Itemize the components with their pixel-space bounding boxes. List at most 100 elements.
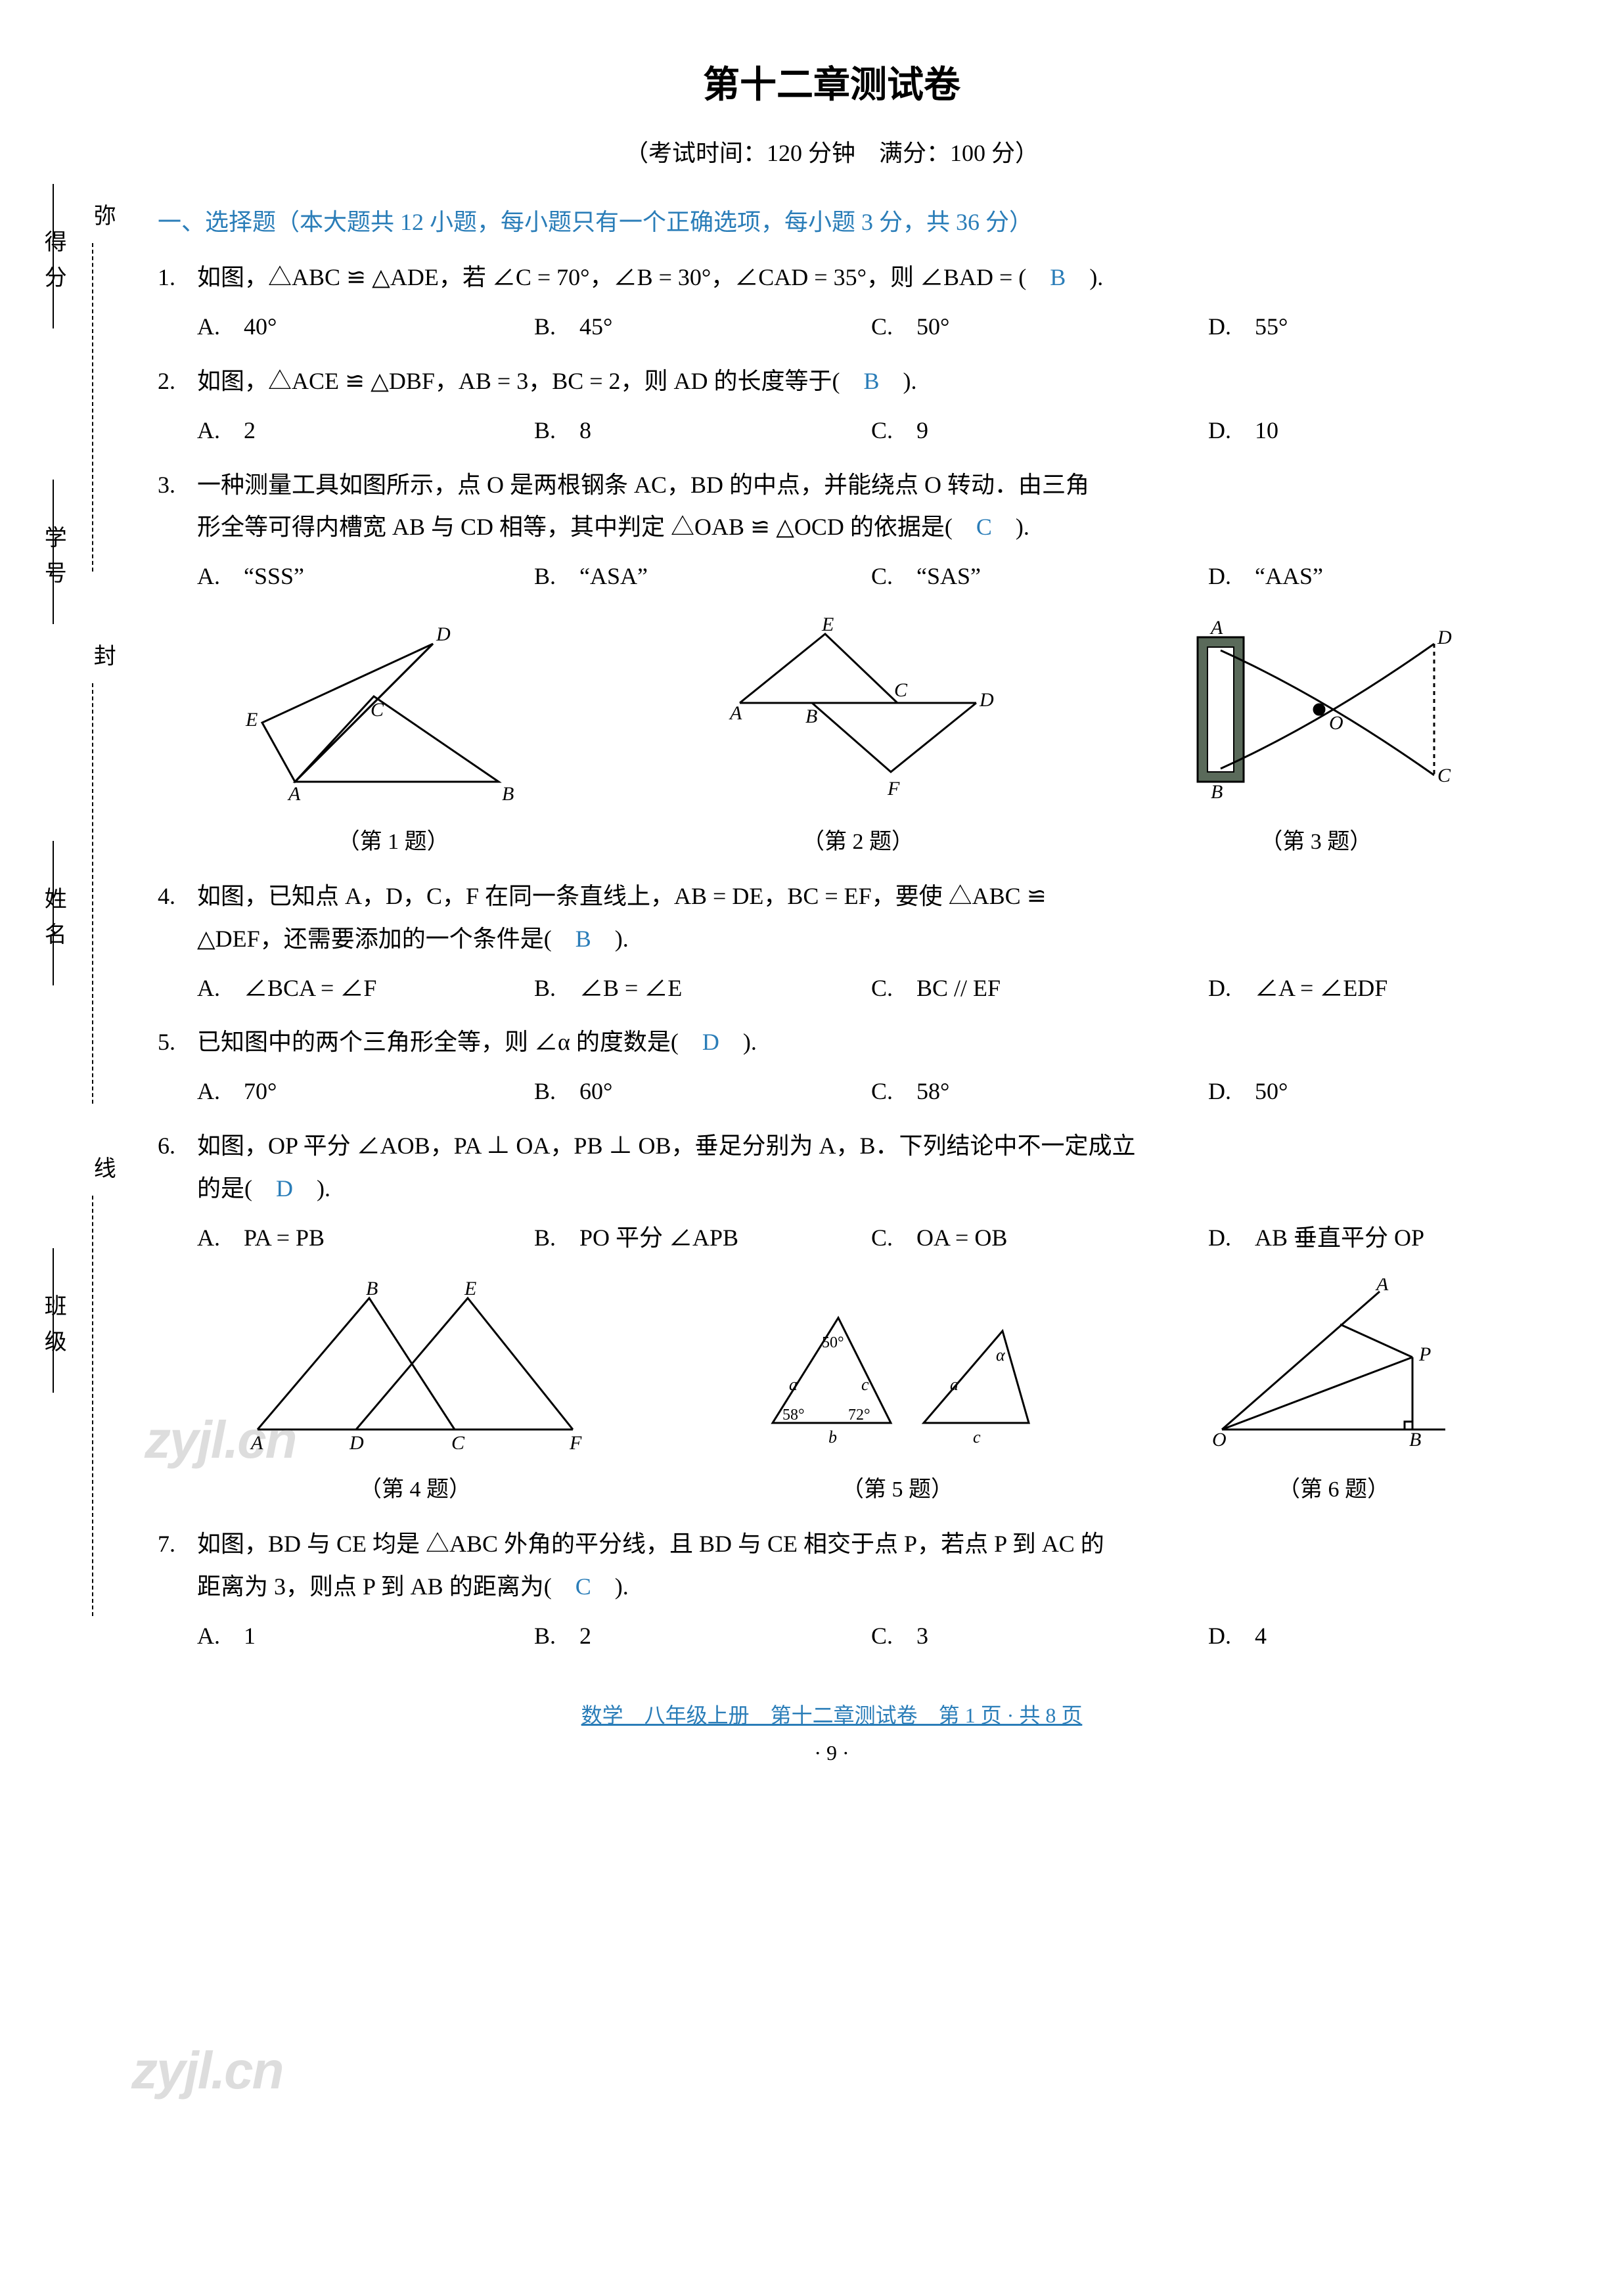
page-footer: 数学 八年级上册 第十二章测试卷 第 1 页 · 共 8 页 · 9 ·: [118, 1697, 1545, 1772]
q2-opt-a: A. 2: [197, 409, 534, 452]
q5-text-a: 已知图中的两个三角形全等，则 ∠α 的度数是(: [197, 1029, 702, 1055]
f1-D: D: [436, 623, 451, 645]
q5-opt-d: D. 50°: [1208, 1070, 1545, 1113]
q4-answer: B: [575, 926, 591, 952]
page-subtitle: （考试时间：120 分钟 满分：100 分）: [118, 132, 1545, 175]
question-5: 5. 已知图中的两个三角形全等，则 ∠α 的度数是( D ). A. 70° B…: [158, 1021, 1545, 1113]
q7-opt-c: C. 3: [871, 1615, 1208, 1657]
f2-A: A: [729, 702, 742, 724]
f2-D: D: [979, 689, 994, 711]
f1-E: E: [245, 709, 258, 731]
q7-opt-d: D. 4: [1208, 1615, 1545, 1657]
q6-opt-b: B. PO 平分 ∠APB: [534, 1217, 871, 1259]
q6-line1: 如图，OP 平分 ∠AOB，PA ⊥ OA，PB ⊥ OB，垂足分别为 A，B．…: [197, 1125, 1545, 1167]
f4-D: D: [349, 1432, 364, 1449]
sidebar-name: 姓名: [33, 887, 73, 958]
f5-alpha: α: [996, 1345, 1006, 1364]
f4-B: B: [366, 1278, 378, 1299]
sidebar-class: 班级: [33, 1294, 73, 1365]
figure-6: O A B P: [1202, 1278, 1465, 1449]
page-title: 第十二章测试卷: [118, 53, 1545, 119]
q7-num: 7.: [158, 1523, 197, 1657]
q2-text-b: ).: [880, 368, 917, 394]
q7-answer: C: [575, 1573, 591, 1600]
q3-opt-c: C. “SAS”: [871, 555, 1208, 598]
q3-line2b: ).: [992, 514, 1029, 540]
fig2-caption: （第 2 题）: [713, 822, 1003, 862]
section-1-heading: 一、选择题（本大题共 12 小题，每小题只有一个正确选项，每小题 3 分，共 3…: [158, 201, 1545, 244]
q4-opt-b: B. ∠B = ∠E: [534, 967, 871, 1010]
q7-line1: 如图，BD 与 CE 均是 △ABC 外角的平分线，且 BD 与 CE 相交于点…: [197, 1523, 1545, 1565]
fig5-caption: （第 5 题）: [753, 1470, 1042, 1510]
q1-text-a: 如图，△ABC ≌ △ADE，若 ∠C = 70°，∠B = 30°，∠CAD …: [197, 264, 1050, 290]
f3-A: A: [1209, 618, 1223, 639]
f5-c1: c: [861, 1375, 869, 1394]
figure-5: a c b 50° 58° 72° a c α: [753, 1278, 1042, 1449]
q3-line1: 一种测量工具如图所示，点 O 是两根钢条 AC，BD 的中点，并能绕点 O 转动…: [197, 464, 1545, 506]
f5-50: 50°: [822, 1334, 844, 1351]
question-2: 2. 如图，△ACE ≌ △DBF，AB = 3，BC = 2，则 AD 的长度…: [158, 360, 1545, 452]
f5-a1: a: [789, 1375, 798, 1394]
q1-opt-c: C. 50°: [871, 305, 1208, 348]
figure-1: A B C D E: [242, 618, 545, 801]
binding-sidebar: 得分 弥 学号 封 姓名 线 班级: [33, 131, 112, 1971]
q1-opt-b: B. 45°: [534, 305, 871, 348]
q3-num: 3.: [158, 464, 197, 598]
q6-opt-d: D. AB 垂直平分 OP: [1208, 1217, 1545, 1259]
q6-opt-c: C. OA = OB: [871, 1217, 1208, 1259]
f2-F: F: [887, 778, 900, 799]
q7-line2a: 距离为 3，则点 P 到 AB 的距离为(: [197, 1573, 575, 1600]
q2-opt-b: B. 8: [534, 409, 871, 452]
q2-opt-d: D. 10: [1208, 409, 1545, 452]
f1-C: C: [371, 699, 384, 721]
q7-line2b: ).: [591, 1573, 629, 1600]
f6-B: B: [1409, 1429, 1421, 1449]
f2-C: C: [894, 679, 908, 701]
q1-answer: B: [1050, 264, 1066, 290]
question-4: 4. 如图，已知点 A，D，C，F 在同一条直线上，AB = DE，BC = E…: [158, 875, 1545, 1009]
figure-row-2: A B C D E F （第 4 题） a c b 50° 58° 72° a …: [158, 1278, 1545, 1510]
q1-text-b: ).: [1066, 264, 1103, 290]
q4-line1: 如图，已知点 A，D，C，F 在同一条直线上，AB = DE，BC = EF，要…: [197, 875, 1545, 918]
f6-A: A: [1375, 1278, 1389, 1295]
figure-2: A B C D E F: [713, 618, 1003, 801]
sidebar-mark-2: 封: [82, 644, 122, 679]
q6-line2a: 的是(: [197, 1175, 276, 1202]
q3-opt-d: D. “AAS”: [1208, 555, 1545, 598]
q6-num: 6.: [158, 1125, 197, 1259]
q5-opt-a: A. 70°: [197, 1070, 534, 1113]
question-1: 1. 如图，△ABC ≌ △ADE，若 ∠C = 70°，∠B = 30°，∠C…: [158, 256, 1545, 348]
question-6: 6. 如图，OP 平分 ∠AOB，PA ⊥ OA，PB ⊥ OB，垂足分别为 A…: [158, 1125, 1545, 1259]
f2-E: E: [821, 618, 834, 635]
q1-opt-d: D. 55°: [1208, 305, 1545, 348]
fig4-caption: （第 4 题）: [238, 1470, 593, 1510]
q1-opt-a: A. 40°: [197, 305, 534, 348]
footer-link: 数学 八年级上册 第十二章测试卷 第 1 页 · 共 8 页: [581, 1703, 1083, 1727]
q5-answer: D: [702, 1029, 719, 1055]
sidebar-score: 得分: [33, 230, 73, 301]
f4-C: C: [451, 1432, 465, 1449]
fig6-caption: （第 6 题）: [1202, 1470, 1465, 1510]
q6-opt-a: A. PA = PB: [197, 1217, 534, 1259]
f4-E: E: [464, 1278, 476, 1299]
q4-opt-a: A. ∠BCA = ∠F: [197, 967, 534, 1010]
q2-opt-c: C. 9: [871, 409, 1208, 452]
q4-line2a: △DEF，还需要添加的一个条件是(: [197, 926, 575, 952]
f6-O: O: [1212, 1429, 1227, 1449]
f2-B: B: [805, 706, 817, 727]
f1-B: B: [502, 783, 514, 801]
f5-58: 58°: [782, 1407, 805, 1424]
q2-num: 2.: [158, 360, 197, 452]
sidebar-mark-1: 弥: [82, 204, 122, 239]
q7-opt-b: B. 2: [534, 1615, 871, 1657]
fig3-caption: （第 3 题）: [1171, 822, 1460, 862]
f3-D: D: [1437, 627, 1452, 648]
q5-text-b: ).: [719, 1029, 757, 1055]
fig1-caption: （第 1 题）: [242, 822, 545, 862]
q3-answer: C: [976, 514, 992, 540]
f4-A: A: [250, 1432, 263, 1449]
question-3: 3. 一种测量工具如图所示，点 O 是两根钢条 AC，BD 的中点，并能绕点 O…: [158, 464, 1545, 598]
q4-opt-c: C. BC // EF: [871, 967, 1208, 1010]
q2-text-a: 如图，△ACE ≌ △DBF，AB = 3，BC = 2，则 AD 的长度等于(: [197, 368, 864, 394]
f4-F: F: [569, 1432, 582, 1449]
